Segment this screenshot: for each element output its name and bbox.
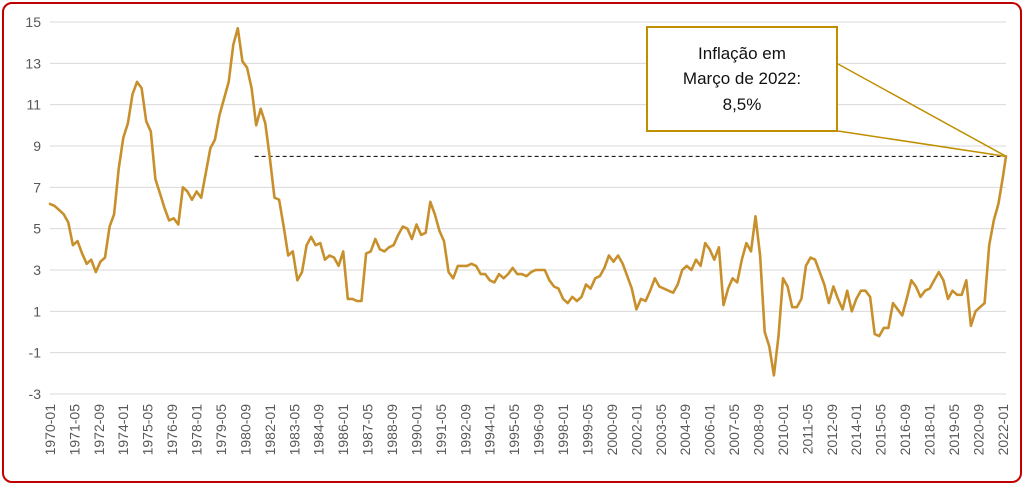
inflation-line [48,26,1008,377]
x-tick-label: 1999-05 [579,404,595,456]
x-tick-label: 1998-01 [555,404,571,456]
x-tick-label: 1980-09 [237,404,253,456]
x-tick-label: 1974-01 [115,404,131,456]
y-tick-label: 1 [33,303,41,319]
x-tick-label: 1972-09 [91,404,107,456]
y-tick-label: 3 [33,262,41,278]
y-tick-label: -1 [29,345,42,361]
x-tick-label: 2008-09 [751,404,767,456]
x-tick-label: 1983-05 [286,404,302,456]
y-tick-label: 13 [25,55,41,71]
x-tick-label: 2002-01 [628,404,644,456]
callout-text-line-2: Março de 2022: [682,69,802,89]
y-tick-label: 11 [26,97,41,113]
x-tick-label: 2006-01 [702,404,718,456]
x-tick-label: 2014-01 [848,404,864,456]
x-tick-label: 2000-09 [604,404,620,456]
x-tick-label: 2004-09 [677,404,693,456]
x-tick-label: 1978-01 [189,404,205,456]
callout-pointer-line [837,130,1007,158]
x-tick-label: 2020-09 [970,404,986,456]
x-tick-label: 2022-01 [995,404,1011,456]
x-tick-label: 2007-05 [726,404,742,456]
x-tick-label: 1975-05 [140,404,156,456]
x-tick-label: 2015-05 [873,404,889,456]
y-tick-label: 15 [25,14,41,30]
x-tick-label: 2019-05 [946,404,962,456]
x-tick-label: 1971-05 [66,404,82,456]
x-tick-label: 1990-01 [408,404,424,456]
x-tick-label: 1982-01 [262,404,278,456]
x-tick-label: 2011-05 [799,404,815,455]
x-tick-label: 1992-09 [457,404,473,456]
callout-text-line-1: Inflação em [698,43,786,63]
x-tick-label: 1976-09 [164,404,180,456]
x-tick-label: 1996-09 [531,404,547,456]
x-tick-label: 1987-05 [360,404,376,456]
y-tick-label: 7 [33,179,41,195]
x-tick-label: 2010-01 [775,404,791,456]
callout-pointer-line [837,63,1007,157]
y-tick-label: 9 [33,138,41,154]
x-tick-label: 1995-05 [506,404,522,456]
x-tick-label: 1991-05 [433,404,449,456]
x-tick-label: 2016-09 [897,404,913,456]
y-tick-label: 5 [33,221,41,237]
x-tick-label: 1979-05 [213,404,229,456]
x-tick-label: 1986-01 [335,404,351,456]
x-tick-label: 1994-01 [482,404,498,456]
x-tick-label: 1970-01 [42,404,58,456]
x-tick-label: 1984-09 [311,404,327,456]
x-tick-label: 1988-09 [384,404,400,456]
x-tick-label: 2012-09 [824,404,840,456]
callout-text-line-3: 8,5% [722,94,762,114]
x-tick-label: 2018-01 [922,404,938,456]
callout-box: Inflação em Março de 2022: 8,5% [646,26,838,132]
x-tick-label: 2003-05 [653,404,669,456]
y-tick-label: -3 [29,386,42,402]
